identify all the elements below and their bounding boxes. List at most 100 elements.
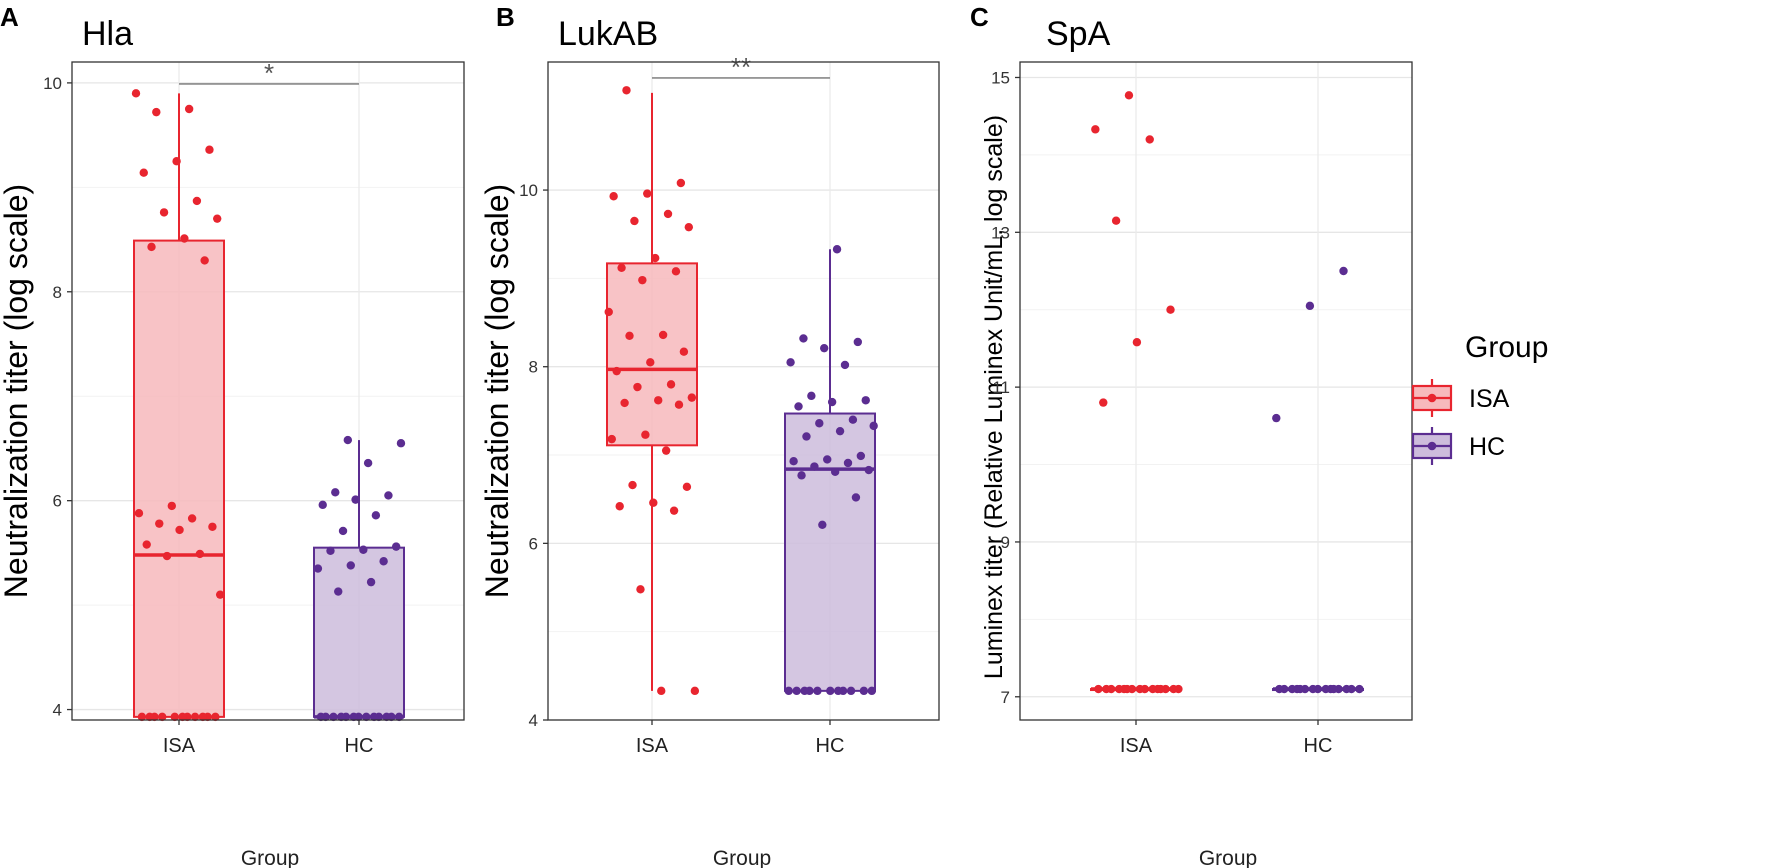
data-point (359, 545, 368, 554)
y-tick-label: 4 (529, 711, 538, 730)
data-point (175, 525, 184, 535)
data-point (830, 467, 840, 477)
x-axis-label: Group (1199, 847, 1257, 868)
significance-label: ** (731, 52, 751, 82)
data-point (663, 209, 673, 219)
data-point (167, 501, 177, 511)
y-tick-label: 13 (991, 223, 1010, 242)
legend-item-hc: HC (1411, 427, 1505, 465)
data-point (802, 432, 811, 441)
data-point (1272, 413, 1281, 423)
significance-label: * (264, 58, 274, 88)
x-axis-label: Group (241, 847, 299, 868)
box-isa (133, 239, 225, 718)
data-point (371, 511, 381, 520)
data-point (657, 686, 666, 696)
data-point (363, 458, 373, 468)
data-point (180, 234, 189, 243)
data-point (620, 398, 629, 408)
data-point (205, 145, 214, 154)
data-point (846, 686, 856, 696)
data-point (682, 482, 692, 492)
data-point (170, 712, 179, 722)
data-point (1111, 216, 1121, 225)
data-point (784, 686, 793, 696)
data-point (137, 712, 147, 722)
data-point (131, 89, 141, 98)
data-point (142, 540, 151, 549)
data-point (1122, 684, 1132, 694)
plot-area: * 4 6 8 10 ISA HC (43, 58, 465, 757)
data-point (187, 514, 197, 523)
data-point (843, 458, 853, 468)
x-tick-label: ISA (163, 735, 196, 757)
data-point (195, 549, 205, 559)
data-point (1102, 684, 1111, 694)
data-point (1099, 398, 1108, 407)
data-point (1355, 684, 1364, 694)
data-point (867, 686, 877, 696)
data-point (198, 712, 208, 722)
data-point (172, 157, 181, 166)
data-point (815, 419, 824, 428)
data-point (676, 178, 686, 188)
data-point (208, 522, 217, 531)
x-tick-label: HC (816, 735, 845, 757)
data-point (145, 712, 154, 722)
data-point (1339, 266, 1348, 276)
data-point (384, 491, 393, 500)
data-point (316, 712, 326, 722)
data-point (638, 275, 647, 285)
panel-title: Hla (82, 15, 133, 53)
data-point (382, 712, 391, 722)
data-point (391, 542, 401, 551)
data-point (827, 397, 837, 407)
data-point (669, 506, 679, 515)
data-point (799, 334, 808, 343)
data-point (807, 391, 816, 401)
y-axis-label: Neutralization titer (log scale) (479, 184, 515, 598)
plot-background (1020, 62, 1412, 720)
data-point (797, 471, 806, 480)
data-point (604, 307, 613, 317)
data-point (789, 457, 798, 466)
data-point (162, 551, 172, 561)
x-tick-label: HC (1304, 735, 1333, 757)
y-tick-label: 10 (519, 181, 538, 200)
y-tick-label: 4 (53, 701, 62, 720)
panel-title: SpA (1046, 15, 1111, 53)
data-point (343, 435, 353, 445)
data-point (654, 396, 663, 405)
data-point (1342, 684, 1351, 694)
data-point (856, 451, 866, 461)
data-point (211, 712, 220, 722)
data-point (178, 712, 187, 722)
data-point (349, 712, 358, 722)
data-point (1305, 301, 1315, 311)
plot-area: ** 4 6 8 10 ISA HC (519, 52, 940, 757)
data-point (379, 557, 388, 566)
data-point (366, 577, 376, 587)
data-point (1275, 684, 1284, 694)
data-point (1156, 684, 1165, 694)
x-tick-label: ISA (636, 735, 669, 757)
data-point (1148, 684, 1157, 694)
legend-item-isa: ISA (1411, 379, 1510, 417)
legend-key-dot (1427, 393, 1437, 403)
data-point (684, 222, 694, 232)
data-point (818, 520, 827, 530)
legend-label-hc: HC (1469, 433, 1505, 461)
data-point (334, 587, 343, 596)
data-point (794, 402, 803, 411)
panel-letter: B (496, 2, 515, 32)
data-point (622, 86, 631, 95)
data-point (615, 502, 624, 511)
data-point (792, 686, 801, 696)
data-point (786, 358, 795, 367)
data-point (338, 526, 348, 536)
data-point (853, 337, 863, 347)
data-point (861, 396, 870, 405)
data-point (159, 208, 169, 217)
plot-border (547, 61, 940, 721)
